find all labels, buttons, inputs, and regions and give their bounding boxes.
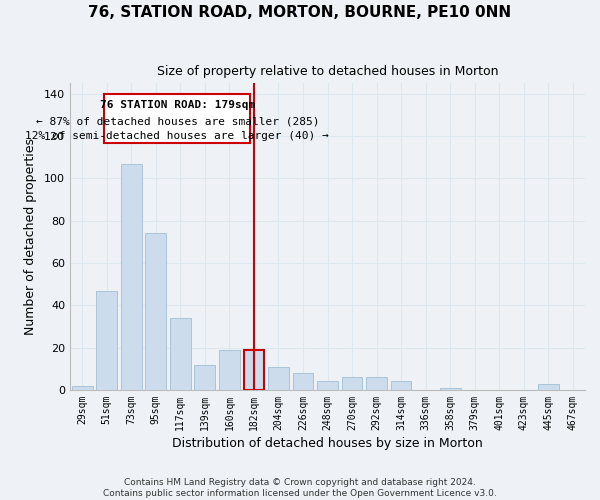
- Bar: [145, 234, 166, 390]
- Bar: [268, 366, 289, 390]
- Bar: [293, 373, 313, 390]
- Bar: [391, 382, 412, 390]
- Bar: [341, 378, 362, 390]
- Title: Size of property relative to detached houses in Morton: Size of property relative to detached ho…: [157, 65, 498, 78]
- Bar: [72, 386, 92, 390]
- Bar: [244, 350, 265, 390]
- Bar: [440, 388, 461, 390]
- Text: ← 87% of detached houses are smaller (285): ← 87% of detached houses are smaller (28…: [35, 116, 319, 126]
- Bar: [121, 164, 142, 390]
- FancyBboxPatch shape: [104, 94, 250, 142]
- Bar: [97, 290, 117, 390]
- Text: 12% of semi-detached houses are larger (40) →: 12% of semi-detached houses are larger (…: [25, 131, 329, 141]
- Bar: [219, 350, 240, 390]
- Bar: [317, 382, 338, 390]
- Text: 76, STATION ROAD, MORTON, BOURNE, PE10 0NN: 76, STATION ROAD, MORTON, BOURNE, PE10 0…: [88, 5, 512, 20]
- Bar: [194, 364, 215, 390]
- Text: Contains HM Land Registry data © Crown copyright and database right 2024.
Contai: Contains HM Land Registry data © Crown c…: [103, 478, 497, 498]
- Bar: [170, 318, 191, 390]
- Y-axis label: Number of detached properties: Number of detached properties: [24, 138, 37, 335]
- Bar: [538, 384, 559, 390]
- Text: 76 STATION ROAD: 179sqm: 76 STATION ROAD: 179sqm: [100, 100, 255, 110]
- X-axis label: Distribution of detached houses by size in Morton: Distribution of detached houses by size …: [172, 437, 483, 450]
- Bar: [366, 378, 387, 390]
